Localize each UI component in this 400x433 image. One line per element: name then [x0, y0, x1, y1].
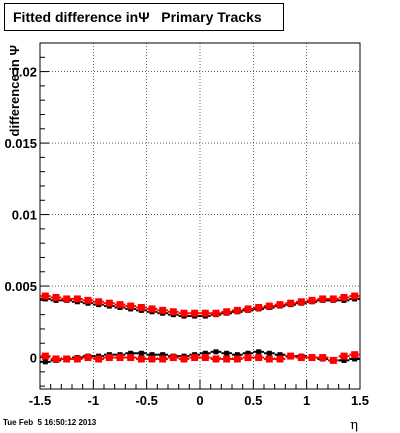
y-tick-label: 0.005	[4, 279, 37, 294]
y-tick-label: 0.01	[12, 208, 37, 223]
timestamp-footer: Tue Feb 5 16:50:12 2013	[3, 418, 97, 427]
x-tick-label: 1	[303, 393, 310, 408]
chart-title: Fitted difference inΨ Primary Tracks	[13, 9, 262, 25]
x-tick-label: -1.5	[29, 393, 51, 408]
series-3	[40, 351, 360, 364]
title-box: Fitted difference inΨ Primary Tracks	[4, 3, 284, 31]
y-tick-label: 0	[30, 351, 37, 366]
series-1	[40, 292, 360, 317]
x-tick-label: 0.5	[244, 393, 262, 408]
y-tick-label: 0.015	[4, 136, 37, 151]
x-tick-label: 0	[196, 393, 203, 408]
x-tick-label: -1	[88, 393, 100, 408]
y-tick-label: 0.02	[12, 65, 37, 80]
x-tick-label: -0.5	[135, 393, 157, 408]
x-axis-label: η	[350, 418, 358, 433]
x-tick-label: 1.5	[351, 393, 369, 408]
y-axis-label: difference in Ψ	[7, 45, 22, 136]
